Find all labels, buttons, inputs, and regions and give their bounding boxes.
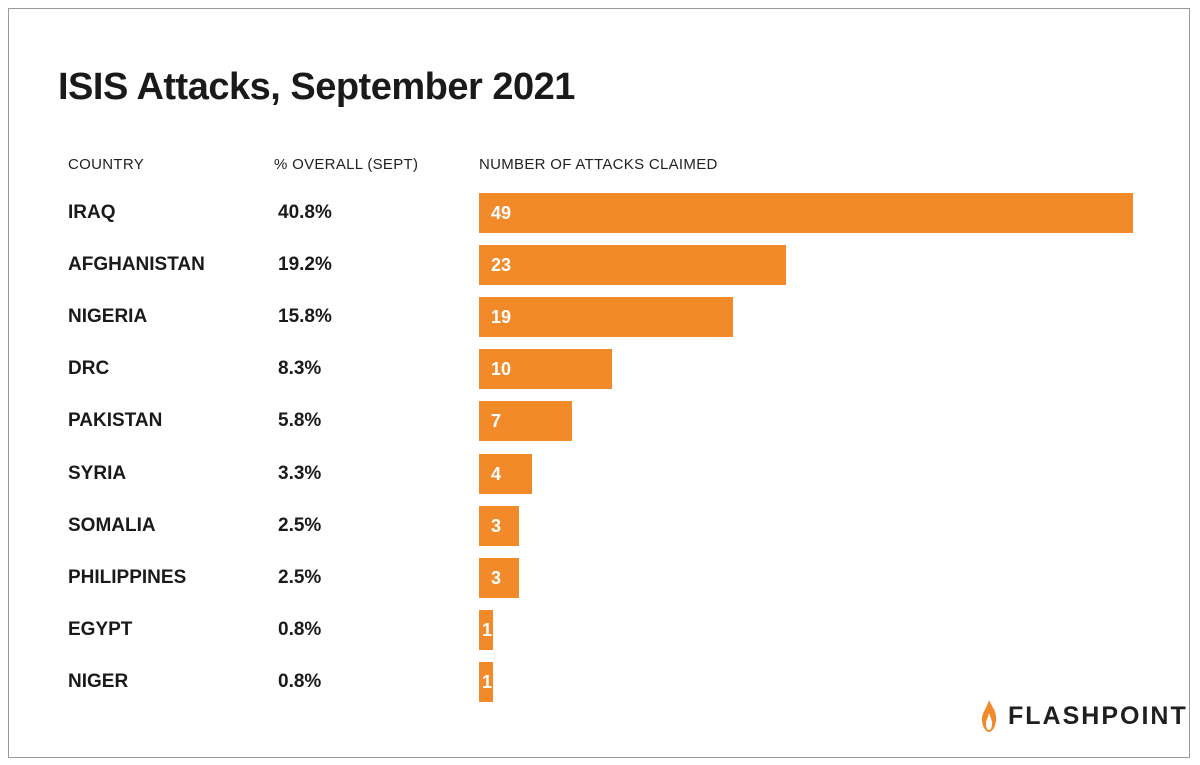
flame-icon (981, 700, 997, 732)
country-label: EGYPT (68, 619, 133, 640)
percent-label: 0.8% (278, 619, 322, 640)
percent-label: 2.5% (278, 567, 322, 588)
chart-row: NIGER 0.8% 1 (0, 662, 1200, 702)
column-header-country: COUNTRY (68, 156, 144, 173)
attack-bar (479, 558, 519, 598)
bar-value-label: 10 (491, 359, 512, 379)
attack-bar (479, 193, 1133, 233)
chart-row: IRAQ 40.8% 49 (0, 193, 1200, 233)
attack-bar (479, 349, 612, 389)
chart-row: PHILIPPINES 2.5% 3 (0, 558, 1200, 598)
brand-name: FLASHPOINT (1008, 701, 1188, 730)
country-label: NIGERIA (68, 306, 148, 327)
bar-value-label: 1 (482, 672, 493, 692)
percent-label: 2.5% (278, 515, 322, 536)
attack-bar (479, 245, 786, 285)
chart-row: NIGERIA 15.8% 19 (0, 297, 1200, 337)
percent-label: 5.8% (278, 410, 322, 431)
chart-row: SYRIA 3.3% 4 (0, 454, 1200, 494)
bar-value-label: 19 (491, 307, 512, 327)
attack-bar (479, 401, 572, 441)
chart-row: DRC 8.3% 10 (0, 349, 1200, 389)
flashpoint-logo: FLASHPOINT (980, 698, 1188, 734)
percent-label: 3.3% (278, 463, 322, 484)
chart-title: ISIS Attacks, September 2021 (58, 66, 575, 108)
percent-label: 19.2% (278, 254, 332, 275)
country-label: NIGER (68, 671, 129, 692)
country-label: PHILIPPINES (68, 567, 187, 588)
attack-bar (479, 454, 532, 494)
column-header-attacks: NUMBER OF ATTACKS CLAIMED (479, 156, 718, 173)
column-header-percent: % OVERALL (SEPT) (274, 156, 419, 173)
country-label: SYRIA (68, 463, 127, 484)
percent-label: 8.3% (278, 358, 322, 379)
attack-bar (479, 297, 733, 337)
bar-value-label: 1 (482, 620, 493, 640)
bar-value-label: 49 (491, 203, 512, 223)
bar-value-label: 3 (491, 516, 502, 536)
chart-row: SOMALIA 2.5% 3 (0, 506, 1200, 546)
chart-row: AFGHANISTAN 19.2% 23 (0, 245, 1200, 285)
chart-row: PAKISTAN 5.8% 7 (0, 401, 1200, 441)
chart-row: EGYPT 0.8% 1 (0, 610, 1200, 650)
attack-bar (479, 662, 493, 702)
bar-value-label: 7 (491, 411, 502, 431)
country-label: IRAQ (68, 202, 116, 223)
attack-bar (479, 610, 493, 650)
country-label: PAKISTAN (68, 410, 163, 431)
country-label: DRC (68, 358, 110, 379)
country-label: SOMALIA (68, 515, 156, 536)
bar-value-label: 4 (491, 464, 502, 484)
percent-label: 15.8% (278, 306, 332, 327)
bar-value-label: 3 (491, 568, 502, 588)
percent-label: 0.8% (278, 671, 322, 692)
country-label: AFGHANISTAN (68, 254, 205, 275)
bar-value-label: 23 (491, 255, 512, 275)
percent-label: 40.8% (278, 202, 332, 223)
attack-bar (479, 506, 519, 546)
